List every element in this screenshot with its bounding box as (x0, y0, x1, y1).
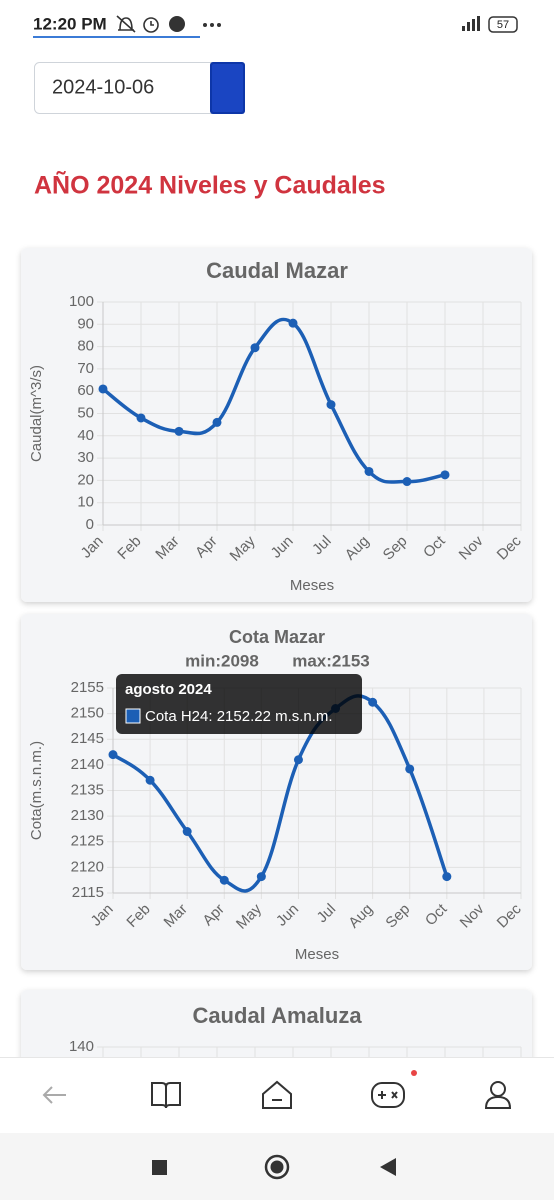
nav-icons (42, 1080, 512, 1109)
y-tick-label: 30 (77, 449, 94, 466)
y-tick-label: 2130 (71, 807, 104, 824)
data-point (98, 384, 108, 394)
series-line (112, 694, 449, 893)
content: 2024-10-06 AÑO 2024 Niveles y Caudales C… (21, 62, 532, 1057)
sys-home[interactable] (264, 1154, 290, 1180)
data-point (212, 417, 222, 427)
tooltip-swatch (125, 708, 141, 724)
y-tick-label: 2150 (71, 705, 104, 722)
data-point (182, 827, 192, 836)
status-bar: 12:20 PM 57 (33, 14, 518, 38)
more-dots (203, 23, 221, 27)
app-nav (0, 1057, 554, 1133)
data-point (256, 872, 266, 882)
y-tick-label: 70 (77, 360, 94, 377)
chart-card (21, 990, 532, 1057)
data-point (145, 775, 155, 785)
x-axis-label: Meses (295, 946, 339, 963)
y-tick-label: 2115 (72, 884, 104, 901)
tooltip: agosto 2024 Cota H24: 2152.22 m.s.n.m. (116, 674, 362, 734)
status-icons (116, 15, 159, 33)
status-icon (169, 16, 185, 32)
tooltip-title: agosto 2024 (125, 681, 212, 698)
data-point (368, 697, 378, 707)
data-point (402, 477, 412, 487)
data-point (250, 343, 260, 353)
nav-games[interactable] (371, 1082, 405, 1108)
chart-title: Caudal Mazar (206, 258, 348, 283)
x-axis-label: Meses (290, 577, 334, 594)
battery (488, 16, 518, 33)
chart-subtitle: max:2153 (292, 651, 370, 670)
signal (462, 16, 480, 31)
y-tick-label: 20 (77, 471, 94, 488)
series-line (101, 317, 446, 484)
y-tick-label: 80 (77, 338, 94, 355)
y-tick-label: 140 (69, 1038, 94, 1055)
nav-home[interactable] (262, 1080, 292, 1109)
battery-level: 57 (497, 19, 509, 31)
tooltip-text: Cota H24: 2152.22 m.s.n.m. (145, 708, 333, 725)
sys-home-dot (270, 1160, 284, 1174)
y-tick-label: 40 (77, 427, 94, 444)
y-tick-label: 2140 (71, 756, 104, 773)
data-point (108, 750, 118, 760)
y-axis-label: Caudal(m^3/s) (28, 365, 45, 462)
data-point (326, 400, 336, 410)
data-point (293, 755, 303, 765)
y-tick-label: 2125 (71, 833, 104, 850)
nav-back[interactable] (42, 1086, 66, 1104)
data-point (219, 875, 229, 885)
chart-title: Cota Mazar (229, 627, 325, 647)
notification-dot (411, 1070, 417, 1076)
sys-recents[interactable] (152, 1160, 167, 1175)
y-axis-label: Cota(m.s.n.m.) (28, 741, 45, 840)
y-tick-label: 60 (77, 382, 94, 399)
y-tick-label: 50 (77, 404, 94, 421)
data-point (364, 466, 374, 476)
chart-card (21, 248, 532, 602)
data-point (174, 426, 184, 436)
time: 12:20 PM (33, 14, 107, 33)
data-point (136, 413, 146, 423)
nav-profile-body (484, 1095, 512, 1109)
date-button-face (212, 64, 243, 112)
y-tick-label: 0 (86, 516, 94, 533)
y-tick-label: 2120 (71, 858, 104, 875)
y-tick-label: 2145 (71, 730, 104, 747)
y-tick-label: 2155 (71, 679, 104, 696)
tooltip-box (116, 674, 362, 734)
data-point (288, 318, 298, 328)
date-value: 2024-10-06 (52, 76, 154, 98)
nav-games-glyph (378, 1091, 398, 1099)
y-tick-label: 100 (69, 293, 94, 310)
y-tick-label: 10 (77, 494, 94, 511)
chart-title: Caudal Amaluza (192, 1003, 362, 1028)
y-tick-label: 90 (77, 315, 94, 332)
data-point (442, 872, 452, 882)
data-point (405, 764, 415, 774)
data-point (440, 470, 450, 480)
sys-back[interactable] (380, 1158, 396, 1176)
page-heading: AÑO 2024 Niveles y Caudales (34, 170, 386, 200)
nav-book[interactable] (151, 1082, 181, 1109)
y-tick-label: 2135 (71, 781, 104, 798)
chart-subtitle: min:2098 (185, 651, 259, 670)
